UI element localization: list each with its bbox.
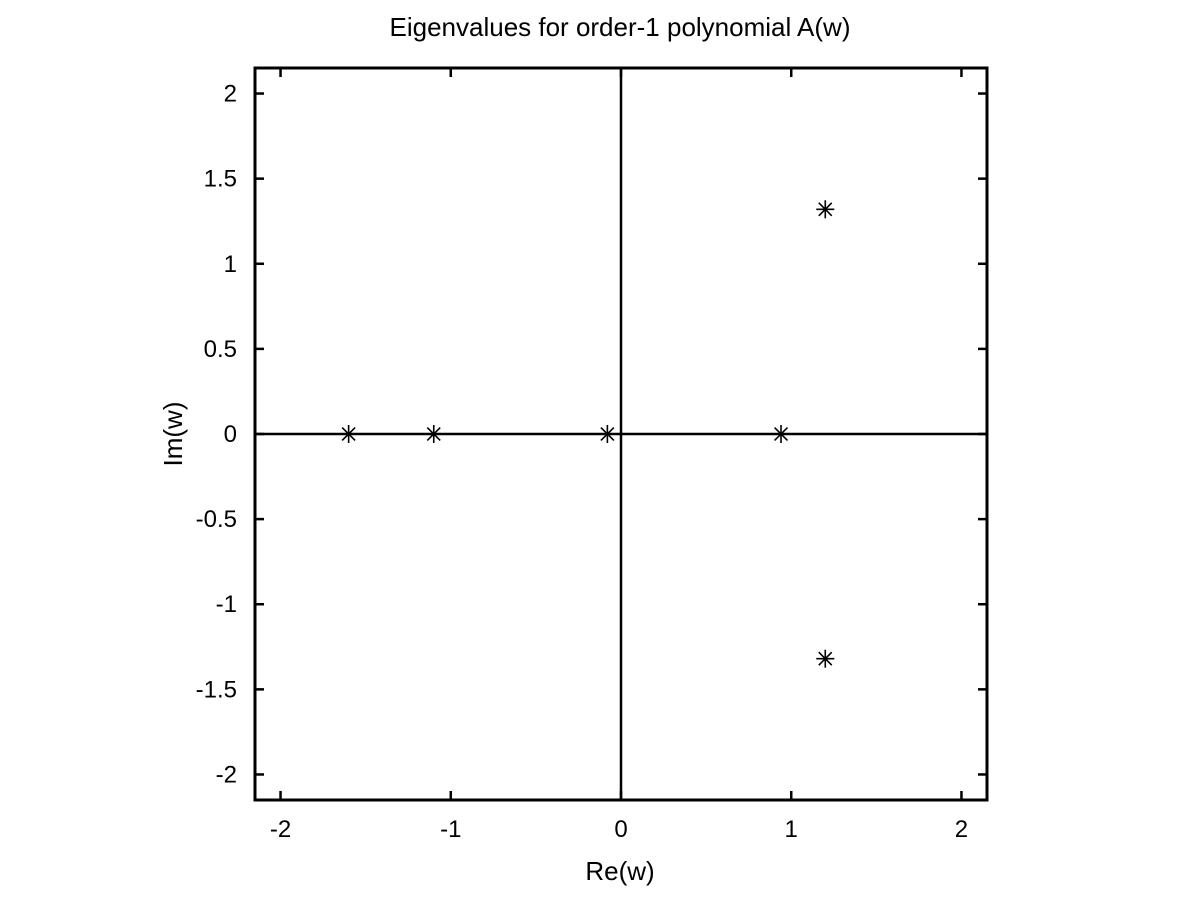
marker-stroke xyxy=(773,426,789,442)
data-point xyxy=(816,200,835,219)
marker-stroke xyxy=(341,426,356,442)
y-tick-label: 2 xyxy=(224,81,237,108)
marker-stroke xyxy=(818,202,833,217)
data-point xyxy=(772,425,791,443)
y-tick-label: 1 xyxy=(224,251,237,278)
y-tick-label: 1.5 xyxy=(204,166,237,193)
x-tick-label: 2 xyxy=(955,816,968,843)
marker-stroke xyxy=(426,426,441,442)
x-tick-label: 0 xyxy=(614,816,627,843)
data-point xyxy=(598,425,617,443)
y-tick-label: 0 xyxy=(224,421,237,448)
plot-area: -2 -1 0 1 2 2 1.5 1 0.5 0 -0.5 -1 -1.5 -2 xyxy=(196,66,989,843)
y-tick-label: -1 xyxy=(216,591,237,618)
marker-stroke xyxy=(600,426,615,442)
chart-title: Eigenvalues for order-1 polynomial A(w) xyxy=(390,12,851,42)
data-point xyxy=(339,425,358,443)
y-axis-label: Im(w) xyxy=(158,402,188,467)
y-tick-label: -1.5 xyxy=(196,676,237,703)
data-point xyxy=(816,649,835,668)
x-tick-label: -2 xyxy=(270,816,291,843)
y-tick-label: -2 xyxy=(216,761,237,788)
y-tick-label: -0.5 xyxy=(196,506,237,533)
marker-stroke xyxy=(818,651,833,666)
x-tick-label: -1 xyxy=(440,816,461,843)
x-axis-label: Re(w) xyxy=(585,856,654,886)
y-tick-label: 0.5 xyxy=(204,336,237,363)
x-tick-label: 1 xyxy=(785,816,798,843)
data-point xyxy=(424,425,443,443)
